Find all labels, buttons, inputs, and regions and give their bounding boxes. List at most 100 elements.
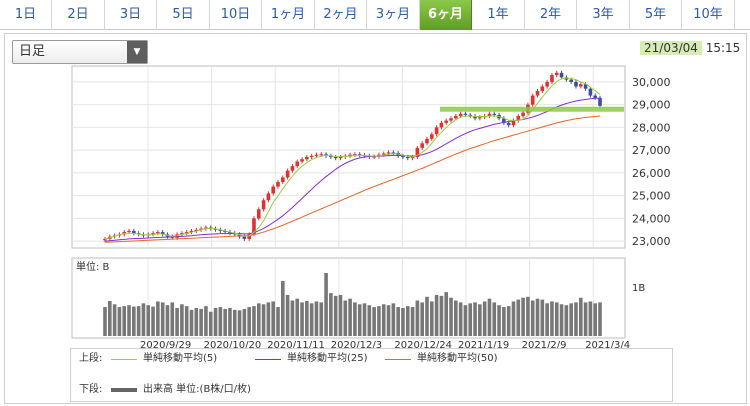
volume-bar xyxy=(526,296,530,336)
candle-body xyxy=(545,81,549,87)
volume-bar xyxy=(550,301,554,336)
tab-14[interactable]: 10年 xyxy=(683,0,735,30)
interval-select-value: 日足 xyxy=(19,44,46,59)
candle-body xyxy=(329,155,333,157)
date-tick-label: 2021/2/9 xyxy=(522,340,567,351)
volume-bar xyxy=(444,292,449,336)
tab-10[interactable]: 1年 xyxy=(473,0,525,30)
tab-2[interactable]: 2日 xyxy=(53,0,105,30)
legend-lower-row: 下段: 出来高 単位:(B株/口/枚) xyxy=(79,383,669,397)
volume-bar xyxy=(271,301,276,336)
interval-select[interactable]: 日足 ▼ xyxy=(12,40,148,64)
candle-body xyxy=(463,113,468,115)
candle-body xyxy=(223,230,227,233)
candle-body xyxy=(420,143,424,148)
current-time: 15:15 xyxy=(705,41,741,55)
volume-bar xyxy=(314,301,319,336)
legend: 上段: 単純移動平均(5) 単純移動平均(25) 単純移動平均(50) 下段: … xyxy=(70,348,673,402)
volume-bar xyxy=(122,306,127,336)
candle-body xyxy=(338,157,343,159)
volume-bar xyxy=(247,307,251,336)
volume-bar xyxy=(458,302,463,336)
volume-bar xyxy=(256,303,261,336)
volume-bar xyxy=(578,297,583,336)
volume-bar xyxy=(381,304,386,336)
volume-bar xyxy=(329,293,333,336)
candle-body xyxy=(487,113,492,117)
price-tick-label: 28,000 xyxy=(632,121,671,134)
candle-body xyxy=(593,95,597,98)
price-plot-area xyxy=(71,65,626,249)
volume-bar xyxy=(112,304,117,336)
volume-bar xyxy=(276,307,280,336)
volume-bar xyxy=(497,305,501,336)
volume-bar xyxy=(386,305,391,336)
volume-bar xyxy=(478,304,482,336)
date-tick-label: 2020/12/3 xyxy=(331,340,382,351)
candle-body xyxy=(405,157,410,159)
volume-bar xyxy=(559,304,564,336)
tab-5[interactable]: 10日 xyxy=(210,0,262,30)
volume-bar xyxy=(511,301,516,336)
volume-bar xyxy=(574,302,578,336)
tab-6[interactable]: 1ヶ月 xyxy=(263,0,315,30)
date-tick-label: 2021/1/19 xyxy=(458,340,509,351)
candle-body xyxy=(295,161,300,167)
volume-bar xyxy=(348,298,352,336)
tab-12[interactable]: 3年 xyxy=(578,0,630,30)
volume-bar xyxy=(449,297,453,336)
price-tick-label: 23,000 xyxy=(632,235,671,248)
volume-bar xyxy=(367,305,372,336)
volume-bar xyxy=(184,306,189,336)
volume-bar xyxy=(362,303,367,336)
tab-3[interactable]: 3日 xyxy=(105,0,157,30)
candle-body xyxy=(372,156,376,158)
volume-bar xyxy=(521,297,525,336)
candle-body xyxy=(357,154,362,156)
candle-body xyxy=(381,153,386,155)
volume-bar xyxy=(554,302,559,336)
volume-bar xyxy=(160,302,165,336)
volume-bar xyxy=(420,302,424,336)
tab-8[interactable]: 3ヶ月 xyxy=(368,0,420,30)
legend-ma5-swatch xyxy=(111,359,137,360)
candle-body xyxy=(516,116,521,121)
tab-7[interactable]: 2ヶ月 xyxy=(315,0,367,30)
candle-body xyxy=(252,218,256,235)
volume-bar xyxy=(569,303,573,336)
volume-bar xyxy=(372,307,376,336)
price-tick-label: 25,000 xyxy=(632,190,671,203)
tab-13[interactable]: 5年 xyxy=(630,0,682,30)
candle-body xyxy=(415,147,420,157)
tab-9[interactable]: 6ヶ月 xyxy=(420,0,472,30)
volume-bar xyxy=(189,309,194,336)
volume-bar xyxy=(136,306,141,336)
volume-bar xyxy=(223,308,227,336)
tab-1[interactable]: 1日 xyxy=(0,0,52,30)
candle-body xyxy=(348,154,352,156)
candle-body xyxy=(492,113,497,115)
candle-body xyxy=(290,166,295,171)
tab-11[interactable]: 2年 xyxy=(525,0,577,30)
tab-4[interactable]: 5日 xyxy=(158,0,210,30)
volume-bar xyxy=(357,304,362,336)
volume-bar xyxy=(290,300,295,336)
volume-bar xyxy=(151,306,155,336)
legend-ma5-label: 単純移動平均(5) xyxy=(143,353,218,364)
candle-body xyxy=(353,154,357,156)
volume-bar xyxy=(482,301,487,336)
volume-bar xyxy=(333,295,338,336)
chevron-down-icon: ▼ xyxy=(127,41,147,63)
ma5-line xyxy=(104,77,601,240)
volume-bar xyxy=(377,306,381,336)
candle-body xyxy=(319,154,324,156)
volume-bar xyxy=(593,303,597,336)
legend-ma25-swatch xyxy=(255,359,281,360)
candle-body xyxy=(429,134,434,139)
price-tick-label: 29,000 xyxy=(632,99,671,112)
legend-ma25-label: 単純移動平均(25) xyxy=(287,353,368,364)
candle-body xyxy=(559,72,564,78)
price-tick-label: 27,000 xyxy=(632,144,671,157)
date-tick-label: 2020/9/29 xyxy=(140,340,191,351)
volume-bar xyxy=(410,307,415,336)
